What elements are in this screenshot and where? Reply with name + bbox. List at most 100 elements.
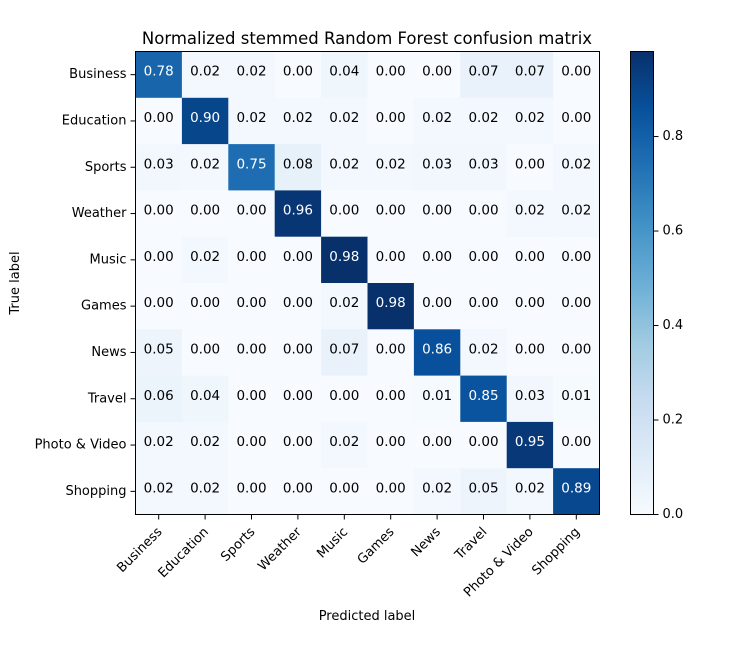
heatmap-cell xyxy=(135,375,183,423)
heatmap-cell xyxy=(228,97,276,145)
heatmap-cell xyxy=(274,190,322,238)
heatmap-cell xyxy=(135,329,183,377)
cell-value-label: 0.02 xyxy=(190,480,220,496)
cell-value-label: 0.00 xyxy=(515,295,545,311)
heatmap-cell xyxy=(135,283,183,330)
cell-value-label: 0.06 xyxy=(144,388,174,404)
x-tick-label: Shopping xyxy=(529,525,583,579)
heatmap-cell xyxy=(181,283,229,330)
heatmap-cell xyxy=(413,51,461,99)
y-axis-label: True label xyxy=(8,251,23,315)
cell-value-label: 0.00 xyxy=(561,249,591,265)
cell-value-label: 0.00 xyxy=(561,110,591,126)
heatmap-cell xyxy=(413,144,461,191)
heatmap-cell xyxy=(228,329,276,377)
heatmap-cell xyxy=(135,190,183,238)
cell-value-label: 0.00 xyxy=(329,480,359,496)
cell-value-label: 0.90 xyxy=(190,110,220,126)
heatmap-cell xyxy=(413,283,461,330)
heatmap-cell xyxy=(181,51,229,99)
y-tick-label: Shopping xyxy=(65,484,126,499)
heatmap-cell xyxy=(506,421,554,469)
cell-value-label: 0.04 xyxy=(329,64,359,80)
heatmap-cell xyxy=(367,144,415,191)
y-tick-label: Music xyxy=(90,252,127,267)
heatmap-cell xyxy=(413,97,461,145)
cell-value-label: 0.85 xyxy=(468,388,498,404)
cell-value-label: 0.02 xyxy=(561,156,591,172)
heatmap-cell xyxy=(321,144,368,191)
cell-value-label: 0.00 xyxy=(515,156,545,172)
x-tick-label: Sports xyxy=(218,525,258,565)
cell-value-label: 0.00 xyxy=(190,203,220,219)
cell-value-label: 0.00 xyxy=(236,341,266,357)
heatmap-cell xyxy=(321,283,368,330)
heatmap-cell xyxy=(460,97,508,145)
x-tick-label: Education xyxy=(156,525,212,581)
cell-value-label: 0.02 xyxy=(190,434,220,450)
cell-value-label: 0.08 xyxy=(283,156,313,172)
cell-value-label: 0.00 xyxy=(236,480,266,496)
heatmap-cell xyxy=(228,283,276,330)
cell-value-label: 0.00 xyxy=(190,295,220,311)
cell-value-label: 0.02 xyxy=(144,480,174,496)
heatmap-cell xyxy=(460,236,508,284)
y-tick-label: Business xyxy=(69,67,127,82)
heatmap-cell xyxy=(460,144,508,191)
cell-value-label: 0.03 xyxy=(422,156,452,172)
heatmap-cell xyxy=(367,236,415,284)
cell-value-label: 0.02 xyxy=(422,110,452,126)
cell-value-label: 0.02 xyxy=(236,64,266,80)
cell-value-label: 0.00 xyxy=(236,434,266,450)
cell-value-label: 0.00 xyxy=(236,388,266,404)
heatmap-cell xyxy=(367,421,415,469)
heatmap-cell xyxy=(553,329,600,377)
heatmap-cell xyxy=(321,375,368,423)
cell-value-label: 0.02 xyxy=(190,249,220,265)
cell-value-label: 0.00 xyxy=(376,64,406,80)
heatmap-cell xyxy=(321,421,368,469)
cell-value-label: 0.00 xyxy=(376,249,406,265)
heatmap-cell xyxy=(553,283,600,330)
heatmap-cell xyxy=(413,421,461,469)
heatmap-cell xyxy=(367,51,415,99)
heatmap-cell xyxy=(553,375,600,423)
cell-value-label: 0.02 xyxy=(561,203,591,219)
heatmap-cell xyxy=(274,421,322,469)
heatmap-cell xyxy=(413,468,461,515)
cell-value-label: 0.00 xyxy=(283,434,313,450)
cell-value-label: 0.00 xyxy=(468,203,498,219)
heatmap-cell xyxy=(367,329,415,377)
y-tick-label: Education xyxy=(62,113,127,128)
cell-value-label: 0.00 xyxy=(561,341,591,357)
heatmap-cell xyxy=(367,283,415,330)
cell-value-label: 0.00 xyxy=(190,341,220,357)
cell-value-label: 0.00 xyxy=(283,249,313,265)
cell-value-label: 0.03 xyxy=(144,156,174,172)
x-tick-label: Travel xyxy=(452,525,491,564)
heatmap-cell xyxy=(506,236,554,284)
heatmap-cell xyxy=(321,190,368,238)
cell-value-label: 0.01 xyxy=(422,388,452,404)
heatmap-cell xyxy=(135,144,183,191)
heatmap-cell xyxy=(228,236,276,284)
heatmap-cell xyxy=(274,283,322,330)
heatmap-cell xyxy=(228,51,276,99)
heatmap-cell xyxy=(274,236,322,284)
cell-value-label: 0.00 xyxy=(376,434,406,450)
cell-value-label: 0.96 xyxy=(283,203,313,219)
heatmap-cell xyxy=(413,375,461,423)
colorbar-ticks: 0.0 0.2 0.4 0.6 0.8 xyxy=(653,129,683,522)
cell-value-label: 0.00 xyxy=(468,249,498,265)
cell-value-label: 0.89 xyxy=(561,480,591,496)
cell-value-label: 0.78 xyxy=(144,64,174,80)
heatmap-cell xyxy=(228,190,276,238)
cell-value-label: 0.00 xyxy=(283,64,313,80)
heatmap-cell xyxy=(367,97,415,145)
cell-value-label: 0.01 xyxy=(561,388,591,404)
cell-value-label: 0.00 xyxy=(236,203,266,219)
cell-value-label: 0.00 xyxy=(422,64,452,80)
heatmap-cell xyxy=(321,468,368,515)
cell-value-label: 0.02 xyxy=(422,480,452,496)
cell-value-label: 0.00 xyxy=(376,110,406,126)
